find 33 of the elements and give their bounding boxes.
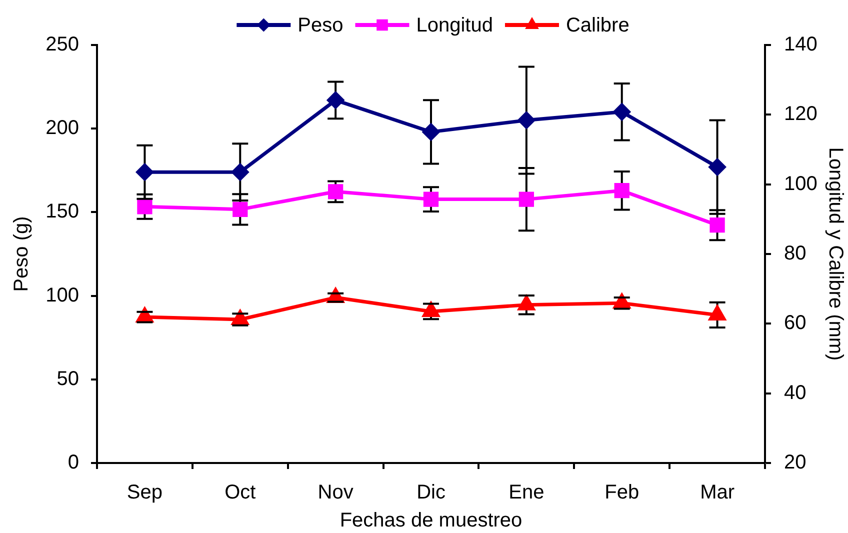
y2-tick-label: 120 [784,103,818,126]
y2-tick-label: 60 [784,312,806,334]
y2-tick-label: 100 [784,172,818,195]
y2-tick-label: 20 [784,452,806,474]
y-tick-label: 100 [46,284,79,306]
point [422,122,440,141]
y2-axis-title: Longitud y Calibre (mm) [824,147,846,361]
x-tick-label: Ene [508,482,544,504]
y-tick-label: 250 [46,34,79,56]
x-tick-label: Oct [224,482,256,504]
y2-tick-label: 80 [784,242,806,265]
point [708,158,726,176]
x-tick-label: Feb [604,482,640,504]
legend-label: Peso [298,14,344,37]
y-tick-label: 0 [68,452,79,474]
y-tick-label: 200 [46,117,79,140]
point [136,163,154,182]
x-tick-label: Mar [700,482,735,504]
y-tick-label: 50 [56,368,79,390]
y-tick-label: 150 [46,200,79,223]
point [517,111,536,130]
legend-label: Calibre [566,14,630,37]
point [612,102,631,121]
legend-label: Longitud [416,14,493,37]
point [231,163,250,182]
x-axis-title: Fechas de muestreo [340,510,522,532]
x-tick-label: Sep [126,482,163,504]
point [326,91,345,110]
x-tick-label: Nov [318,482,354,504]
y2-tick-label: 40 [784,382,806,404]
y-axis-title: Peso (g) [10,216,33,292]
x-tick-label: Dic [416,482,446,504]
y2-tick-label: 140 [784,34,818,56]
